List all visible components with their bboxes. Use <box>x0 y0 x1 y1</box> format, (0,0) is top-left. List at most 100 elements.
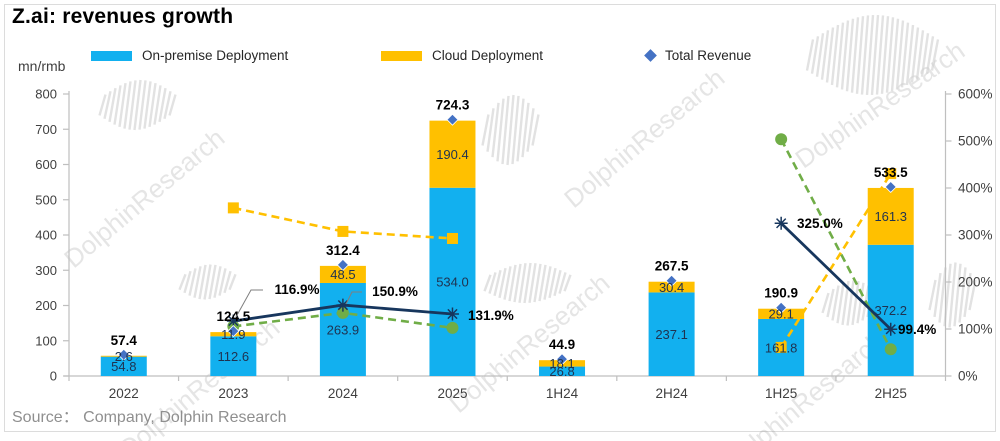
bar-2025-cloud <box>429 120 476 188</box>
growth-annotation-label: 325.0% <box>797 216 843 231</box>
category-label: 2022 <box>109 386 139 401</box>
legend-swatch-onpremise-icon <box>91 50 132 61</box>
square-marker-icon <box>775 341 787 353</box>
square-marker-icon <box>337 225 349 237</box>
left-axis-tick-label: 600 <box>35 157 57 172</box>
circle-marker-icon <box>446 321 459 334</box>
cloud-value-label: 30.4 <box>659 280 684 295</box>
asterisk-marker-icon <box>445 307 459 321</box>
circle-marker-icon <box>336 306 349 319</box>
onpremise-value-label: 534.0 <box>436 275 469 290</box>
total-revenue-markers <box>117 113 897 366</box>
onpremise-value-label: 54.8 <box>111 359 136 374</box>
left-axis-tick-label: 800 <box>35 87 57 102</box>
diamond-marker-icon <box>555 353 569 366</box>
total-value-label: 312.4 <box>326 243 360 258</box>
legend-swatch-cloud-icon <box>381 50 422 61</box>
onpremise-value-label: 372.2 <box>874 303 907 318</box>
bar-2024-onpremise <box>319 282 366 376</box>
growth-annotation-label: 99.4% <box>898 322 936 337</box>
cloud-value-label: 11.9 <box>221 327 245 342</box>
right-axis-tick-label: 100% <box>958 322 993 337</box>
chart-title: Z.ai: revenues growth <box>12 5 234 28</box>
cloud-value-label: 18.1 <box>549 356 574 371</box>
diamond-marker-icon <box>336 258 349 271</box>
total-value-label: 44.9 <box>549 337 575 352</box>
watermark-text: DolphinResearch <box>718 326 890 441</box>
diamond-marker-icon <box>884 180 897 194</box>
left-axis-tick-label: 500 <box>35 192 57 207</box>
right-axis-tick-label: 600% <box>958 87 993 102</box>
growth-annotation-label: 131.9% <box>468 308 514 323</box>
circle-marker-icon <box>775 133 788 146</box>
image-border <box>4 4 996 432</box>
bar-2H25-cloud <box>867 187 914 245</box>
growth-annotation-label: 116.9% <box>274 282 319 297</box>
legend-item-onpremise: On-premise Deployment <box>91 48 288 63</box>
category-label: 1H24 <box>546 386 579 401</box>
diamond-marker-icon <box>446 113 459 126</box>
category-label: 2H25 <box>875 386 907 401</box>
category-label: 2025 <box>437 386 467 401</box>
circle-marker-icon <box>884 343 897 356</box>
category-label: 2023 <box>218 386 248 401</box>
square-marker-icon <box>885 168 897 180</box>
right-axis-tick-label: 200% <box>958 275 993 290</box>
hatch-pattern-icon <box>481 94 540 166</box>
square-marker-icon <box>227 202 239 214</box>
left-axis-tick-label: 300 <box>35 263 57 278</box>
right-axis-tick-label: 500% <box>958 134 993 149</box>
bar-1H25-cloud <box>758 308 805 319</box>
right-axis-tick-label: 300% <box>958 228 993 243</box>
hatch-pattern-icon <box>928 262 977 328</box>
left-axis-tick-label: 0 <box>50 369 57 384</box>
total-value-label: 190.9 <box>764 286 798 301</box>
watermark-text: DolphinResearch <box>558 63 730 214</box>
watermark-text: DolphinResearch <box>58 123 230 274</box>
onpremise-value-label: 263.9 <box>327 322 360 337</box>
left-axis-tick-label: 200 <box>35 298 57 313</box>
cloud-value-label: 48.5 <box>330 267 355 282</box>
total-value-label: 533.5 <box>874 165 908 180</box>
bars <box>100 120 914 376</box>
bar-2022-onpremise <box>100 356 147 376</box>
diamond-marker-icon <box>665 274 678 287</box>
hatch-pattern-icon <box>483 262 572 304</box>
cloud-value-label: 2.6 <box>115 349 133 364</box>
bar-2023-onpremise <box>210 336 257 376</box>
total-value-label: 57.4 <box>111 333 138 348</box>
bar-2025-onpremise <box>429 187 476 376</box>
square-marker-icon <box>446 232 458 244</box>
growth-line <box>780 172 892 349</box>
legend-item-cloud: Cloud Deployment <box>381 48 543 63</box>
right-axis-tick-label: 0% <box>958 369 978 384</box>
bar-1H24-onpremise <box>539 366 586 376</box>
annotation-leader <box>235 289 263 318</box>
hatch-pattern-icon <box>178 264 237 300</box>
cloud-value-label: 29.1 <box>769 307 794 322</box>
growth-annotation-label: 150.9% <box>372 284 418 299</box>
growth-line-series <box>226 216 898 336</box>
onpremise-value-label: 26.8 <box>549 364 574 379</box>
category-label: 2024 <box>328 386 359 401</box>
axis-tick-labels: 0 100 200 300 400 500 600 700 800 0% 100% 200% 300% 4… <box>35 87 992 402</box>
asterisk-marker-icon <box>884 322 898 336</box>
left-axis-tick-label: 700 <box>35 122 57 137</box>
growth-line <box>780 138 892 350</box>
total-value-label: 124.5 <box>216 309 250 324</box>
asterisk-marker-icon <box>336 298 350 312</box>
bar-2H24-onpremise <box>648 292 695 376</box>
left-axis-tick-label: 400 <box>35 228 57 243</box>
onpremise-value-label: 112.6 <box>218 349 250 364</box>
diamond-marker-icon <box>117 348 130 361</box>
growth-annotations: 116.9% 150.9% 131.9% 325.0% 99.4% <box>235 216 936 337</box>
onpremise-value-label: 161.8 <box>765 340 798 355</box>
onpremise-value-label: 237.1 <box>655 327 688 342</box>
bar-2024-cloud <box>319 265 366 283</box>
category-label: 1H25 <box>765 386 797 401</box>
category-label: 2H24 <box>655 386 688 401</box>
total-value-label: 724.3 <box>436 98 470 113</box>
asterisk-marker-icon <box>774 216 788 230</box>
